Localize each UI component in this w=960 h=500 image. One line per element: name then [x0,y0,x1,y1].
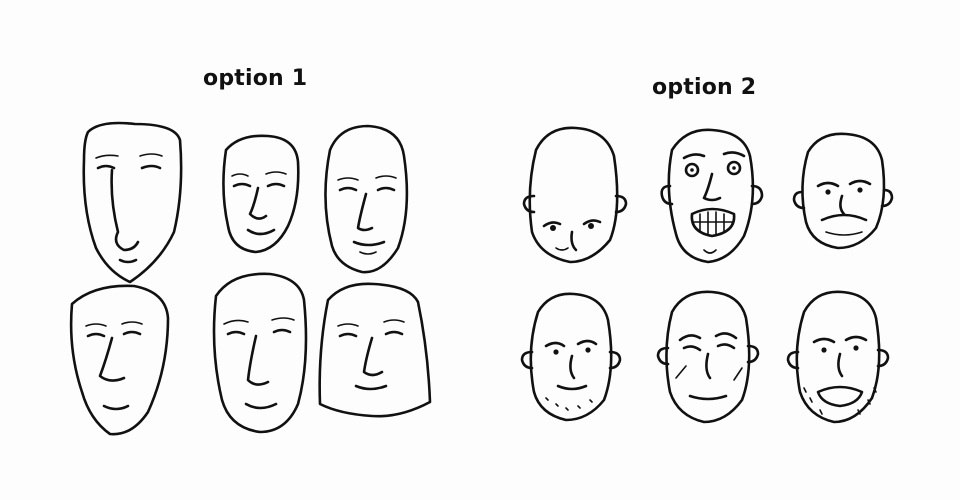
option-2-group [520,126,894,424]
face-sketch [324,124,409,274]
option-1-group [69,121,432,436]
face-sketch [786,290,890,424]
option-1-label: option 1 [203,66,308,91]
face-sketch [212,272,308,434]
face-sketch [318,282,432,418]
face-sketch [522,126,628,264]
face-sketch [792,132,894,250]
face-sketch [82,121,183,284]
face-sketch [520,292,622,422]
face-sketch [69,284,170,436]
face-sketch [656,290,760,424]
face-sketch [222,134,300,254]
face-sketch [660,128,764,264]
option-2-label: option 2 [652,75,757,100]
